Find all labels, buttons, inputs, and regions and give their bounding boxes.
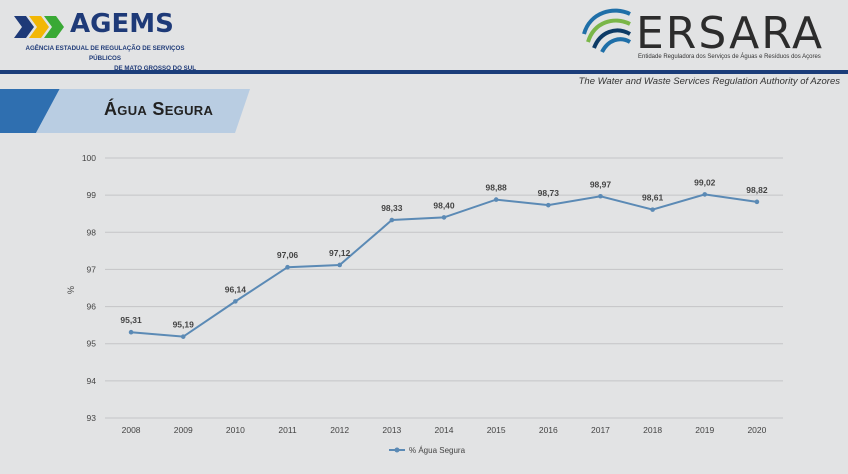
x-tick-label: 2013: [382, 425, 401, 435]
chart-series: 95,31 95,19 96,14 97,06 97,12 98,33 98,40 98,88…: [120, 177, 768, 339]
data-label: 98,82: [746, 185, 768, 195]
y-tick-label: 93: [87, 413, 97, 423]
header: AGEMS AGÊNCIA ESTADUAL DE REGULAÇÃO DE S…: [0, 0, 848, 72]
data-point: [389, 217, 395, 223]
data-label: 98,40: [433, 200, 455, 210]
section-title: Água Segura: [104, 99, 214, 119]
banner-background: [36, 89, 250, 133]
data-label: 99,02: [694, 177, 716, 187]
data-point: [441, 215, 447, 220]
agems-subtitle-line2: DE MATO GROSSO DO SUL: [114, 65, 196, 72]
data-point: [233, 299, 238, 304]
ersara-name: ERSARA: [636, 8, 825, 59]
agems-name: AGEMS: [70, 9, 174, 39]
agems-chevrons-icon: [14, 16, 64, 38]
section-banner: Água Segura: [0, 89, 260, 133]
data-point: [702, 192, 708, 197]
chart-legend: % Água Segura: [389, 446, 466, 455]
data-point: [493, 197, 499, 202]
data-point: [754, 199, 760, 205]
x-axis-ticks: 2008 2009 2010 2011 2012 2013 2014 2015 2016 2017…: [122, 425, 767, 435]
legend-label: % Água Segura: [409, 446, 466, 455]
data-label: 96,14: [225, 284, 247, 294]
data-label: 98,97: [590, 179, 612, 189]
data-label: 98,33: [381, 203, 403, 213]
x-tick-label: 2009: [174, 425, 193, 435]
x-tick-label: 2018: [643, 425, 662, 435]
data-point: [598, 193, 603, 199]
data-point: [285, 264, 290, 270]
x-tick-label: 2020: [747, 425, 766, 435]
data-label: 97,06: [277, 250, 299, 260]
agems-logo: AGEMS AGÊNCIA ESTADUAL DE REGULAÇÃO DE S…: [14, 9, 204, 72]
legend-marker: [394, 447, 400, 453]
data-label: 95,19: [173, 320, 195, 330]
data-label: 97,12: [329, 248, 351, 258]
data-label: 98,88: [486, 183, 508, 193]
ersara-subtitle: Entidade Reguladora dos Serviços de Água…: [638, 54, 821, 60]
header-rule: [0, 70, 848, 74]
x-tick-label: 2019: [695, 425, 714, 435]
x-tick-label: 2015: [487, 425, 506, 435]
y-tick-label: 99: [87, 190, 97, 200]
y-tick-label: 96: [87, 302, 97, 312]
x-tick-label: 2017: [591, 425, 610, 435]
x-tick-label: 2016: [539, 425, 558, 435]
x-tick-label: 2012: [330, 425, 349, 435]
ersara-tagline: The Water and Waste Services Regulation …: [578, 76, 840, 87]
data-label: 98,73: [538, 188, 560, 198]
x-tick-label: 2008: [122, 425, 141, 435]
y-axis-ticks: 93 94 95 96 97 98 99 100: [82, 153, 96, 423]
x-tick-label: 2011: [278, 425, 297, 435]
y-tick-label: 98: [87, 227, 97, 237]
y-tick-label: 100: [82, 153, 96, 163]
y-axis-label: %: [66, 286, 76, 294]
ersara-swirl-icon: [582, 8, 632, 54]
agems-subtitle-line1: AGÊNCIA ESTADUAL DE REGULAÇÃO DE SERVIÇO…: [25, 45, 185, 62]
x-tick-label: 2010: [226, 425, 245, 435]
data-point: [650, 207, 655, 212]
ersara-logo: ERSARA Entidade Reguladora dos Serviços …: [580, 4, 848, 66]
data-label: 95,31: [120, 315, 142, 325]
x-tick-label: 2014: [435, 425, 454, 435]
y-tick-label: 97: [87, 264, 97, 274]
data-point: [337, 262, 342, 268]
y-tick-label: 95: [87, 339, 97, 349]
data-point: [128, 329, 134, 335]
data-point: [546, 202, 551, 208]
chart-grid: [105, 157, 783, 419]
agems-subtitle: AGÊNCIA ESTADUAL DE REGULAÇÃO DE SERVIÇO…: [14, 44, 196, 74]
data-point: [180, 334, 186, 339]
y-tick-label: 94: [87, 376, 97, 386]
data-label: 98,61: [642, 193, 664, 203]
